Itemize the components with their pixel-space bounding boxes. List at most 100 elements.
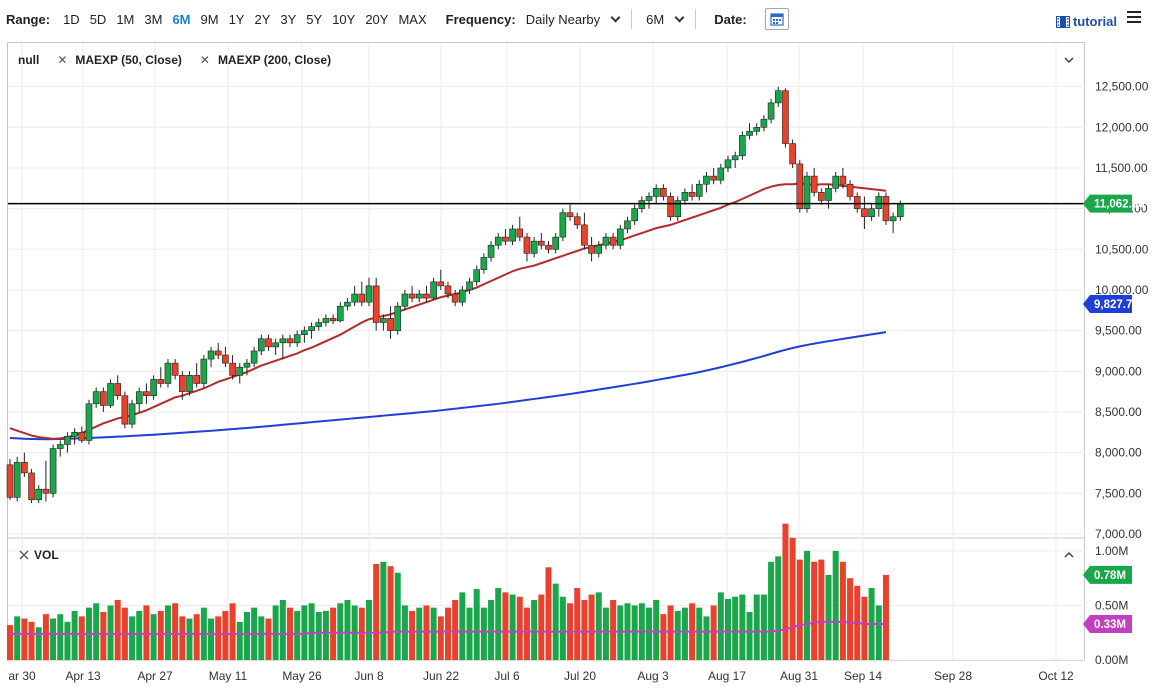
volume-bar xyxy=(452,600,459,660)
range-button-1y[interactable]: 1Y xyxy=(228,11,245,27)
range-button-3y[interactable]: 3Y xyxy=(280,11,297,27)
volume-bar xyxy=(660,614,667,660)
candle-body xyxy=(530,240,538,254)
range-button-max[interactable]: MAX xyxy=(398,11,427,27)
tutorial-label: tutorial xyxy=(1072,14,1117,29)
volume-bar xyxy=(50,618,57,660)
range-button-1m[interactable]: 1M xyxy=(116,11,135,27)
remove-icon[interactable]: ✕ xyxy=(199,53,210,67)
candle-body xyxy=(645,196,653,201)
volume-bar xyxy=(337,603,344,660)
volume-panel-label: VOL xyxy=(18,548,59,562)
volume-bar xyxy=(832,550,839,660)
frequency-select[interactable]: Daily Nearby xyxy=(526,12,621,27)
candle-body xyxy=(365,285,373,303)
range-button-2y[interactable]: 2Y xyxy=(254,11,271,27)
volume-bar xyxy=(746,612,753,660)
candle-body xyxy=(186,375,193,392)
volume-bar xyxy=(610,600,617,660)
x-tick-label: May 26 xyxy=(282,669,322,683)
x-tick-label: Jul 20 xyxy=(564,669,596,683)
volume-bar xyxy=(646,607,653,660)
candle-body xyxy=(660,187,667,197)
menu-icon[interactable] xyxy=(1127,11,1141,26)
candle-body xyxy=(13,462,21,498)
candle-body xyxy=(28,472,35,501)
candle-body xyxy=(832,175,840,189)
range-button-3m[interactable]: 3M xyxy=(144,11,163,27)
range-button-5y[interactable]: 5Y xyxy=(306,11,323,27)
volume-bar xyxy=(136,610,143,660)
candle-body xyxy=(695,183,703,197)
candle-body xyxy=(56,444,64,449)
range-button-9m[interactable]: 9M xyxy=(200,11,219,27)
candle-body xyxy=(329,318,337,322)
volume-bar xyxy=(574,588,581,660)
candle-body xyxy=(581,224,588,246)
volume-bar xyxy=(480,607,487,660)
candle-body xyxy=(882,196,890,222)
volume-bar xyxy=(789,537,796,660)
range-button-20y[interactable]: 20Y xyxy=(365,11,389,27)
volume-tick-label: 1.00M xyxy=(1095,544,1128,558)
candle-body xyxy=(588,244,595,254)
candle-body xyxy=(423,293,430,299)
candle-body xyxy=(717,167,725,181)
range-button-1d[interactable]: 1D xyxy=(63,11,80,27)
range-button-5d[interactable]: 5D xyxy=(89,11,107,27)
volume-bar xyxy=(602,607,609,660)
ma200-value-tag: 9,827.77 xyxy=(1094,299,1139,311)
film-icon xyxy=(1055,15,1070,28)
candle-body xyxy=(128,403,136,425)
candle-body xyxy=(674,200,682,218)
volume-bar xyxy=(129,616,136,660)
divider xyxy=(631,9,633,29)
chevron-down-icon[interactable] xyxy=(1064,56,1074,64)
volume-bar xyxy=(753,594,760,660)
period-select[interactable]: 6M xyxy=(646,12,685,27)
volume-tick-label: 0.50M xyxy=(1095,598,1128,612)
volume-bar xyxy=(710,605,717,660)
candle-body xyxy=(351,293,358,303)
tutorial-link[interactable]: tutorial xyxy=(1055,14,1117,29)
price-tick-label: 8,500.00 xyxy=(1095,405,1142,419)
candle-body xyxy=(286,338,294,344)
candle-body xyxy=(502,236,509,242)
candle-body xyxy=(265,338,272,348)
candle-body xyxy=(667,196,674,218)
x-tick-label: Jun 8 xyxy=(354,669,384,683)
x-tick-label: Aug 17 xyxy=(708,669,746,683)
candle-body xyxy=(243,362,251,368)
calendar-button[interactable] xyxy=(764,8,789,30)
x-tick-label: Sep 28 xyxy=(934,669,972,683)
candle-body xyxy=(92,391,100,405)
volume-bar xyxy=(42,614,49,660)
volume-bar xyxy=(667,605,674,660)
volume-bar xyxy=(861,596,868,660)
candle-body xyxy=(171,362,179,376)
volume-bar xyxy=(373,564,380,660)
candle-body xyxy=(100,391,107,406)
volume-bar xyxy=(516,596,523,660)
volume-bar xyxy=(502,592,509,660)
range-button-6m[interactable]: 6M xyxy=(172,11,191,27)
candle-body xyxy=(229,362,236,376)
candle-body xyxy=(875,196,883,209)
candle-body xyxy=(257,338,265,352)
volume-bar xyxy=(681,607,688,660)
volume-bar xyxy=(243,612,250,660)
volume-bar xyxy=(35,627,42,660)
candle-body xyxy=(71,431,78,437)
candle-body xyxy=(710,175,717,181)
x-tick-label: Sep 14 xyxy=(844,669,882,683)
candle-body xyxy=(825,187,832,201)
chevron-up-icon[interactable] xyxy=(1064,551,1074,559)
volume-bar xyxy=(725,598,731,660)
price-tick-label: 12,000.00 xyxy=(1095,120,1149,134)
range-button-10y[interactable]: 10Y xyxy=(332,11,356,27)
x-tick-label: Jun 22 xyxy=(423,669,459,683)
price-tick-label: 10,500.00 xyxy=(1095,242,1149,256)
close-icon[interactable] xyxy=(18,550,30,561)
remove-icon[interactable]: ✕ xyxy=(57,53,68,67)
